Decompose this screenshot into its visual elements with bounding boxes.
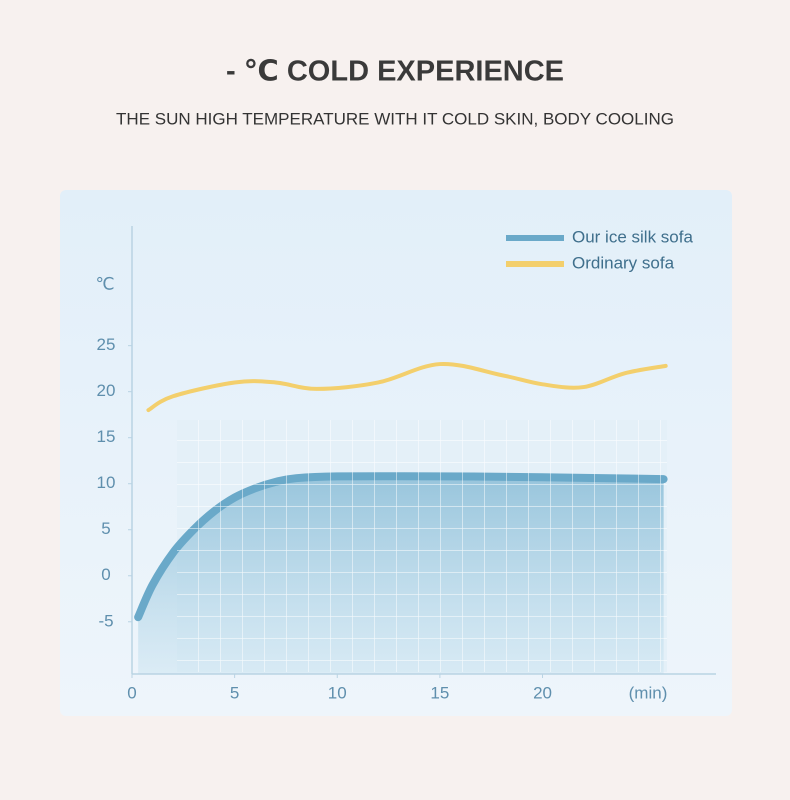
x-tick-label: 20 bbox=[533, 683, 552, 702]
y-tick-label: 5 bbox=[101, 519, 110, 538]
legend-label: Ordinary sofa bbox=[572, 253, 675, 272]
y-tick-label: 10 bbox=[97, 473, 116, 492]
y-tick-label: 20 bbox=[97, 381, 116, 400]
y-tick-label: -5 bbox=[98, 611, 113, 630]
x-tick-label: 0 bbox=[127, 683, 136, 702]
decor-grid bbox=[177, 420, 667, 672]
x-tick-label: 10 bbox=[328, 683, 347, 702]
x-tick-label: 5 bbox=[230, 683, 239, 702]
x-tick-label: 15 bbox=[430, 683, 449, 702]
y-tick-label: 15 bbox=[97, 427, 116, 446]
y-tick-label: 0 bbox=[101, 565, 110, 584]
chart-title: - ℃ COLD EXPERIENCE bbox=[226, 56, 564, 88]
legend-label: Our ice silk sofa bbox=[572, 227, 693, 246]
x-axis-label: (min) bbox=[629, 683, 668, 702]
y-tick-label: 25 bbox=[97, 335, 116, 354]
y-axis-label: ℃ bbox=[95, 274, 114, 293]
line bbox=[146, 362, 668, 413]
chart-subtitle: THE SUN HIGH TEMPERATURE WITH IT COLD SK… bbox=[116, 109, 674, 128]
